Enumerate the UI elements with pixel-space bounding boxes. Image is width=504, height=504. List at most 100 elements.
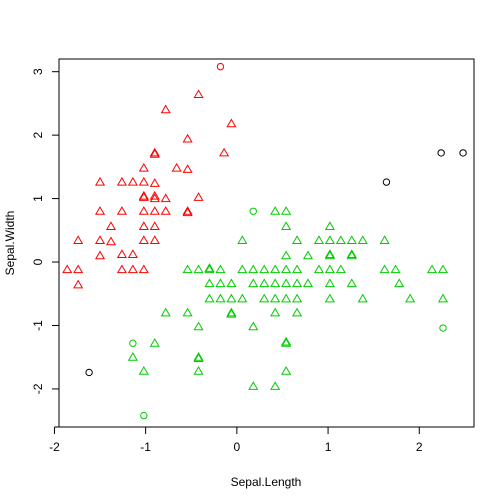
- data-point-triangle: [291, 264, 303, 274]
- data-point-triangle: [281, 221, 292, 231]
- data-point-triangle: [149, 193, 160, 203]
- data-point-triangle: [127, 249, 138, 258]
- data-point-triangle: [193, 353, 204, 362]
- data-point-triangle: [94, 235, 106, 244]
- data-point-triangle: [335, 264, 346, 274]
- data-point-triangle: [215, 278, 226, 288]
- data-point-triangle: [426, 264, 438, 274]
- data-point-triangle: [237, 235, 248, 244]
- data-point-triangle: [270, 264, 281, 274]
- data-point-triangle: [302, 278, 314, 288]
- data-point-triangle: [226, 308, 237, 318]
- data-point-triangle: [149, 235, 160, 244]
- data-point-triangle: [215, 264, 226, 274]
- data-point-circle: [439, 324, 447, 332]
- x-tick-label: 1: [325, 440, 332, 454]
- data-point-triangle: [324, 264, 335, 274]
- data-point-triangle: [324, 235, 335, 244]
- x-tick-label: 2: [416, 440, 423, 454]
- data-point-triangle: [281, 206, 292, 215]
- data-point-triangle: [138, 264, 149, 274]
- data-point-triangle: [116, 206, 128, 215]
- data-point-triangle: [335, 235, 346, 244]
- data-point-circle: [140, 411, 148, 420]
- data-point-triangle: [204, 293, 215, 303]
- data-point-triangle: [138, 190, 149, 200]
- data-point-triangle: [193, 365, 204, 375]
- data-point-triangle: [270, 293, 281, 303]
- plot-frame: [58, 58, 475, 428]
- data-point-triangle: [138, 221, 149, 231]
- data-point-triangle: [182, 206, 193, 215]
- data-point-triangle: [324, 278, 335, 288]
- y-tick-label: -1: [31, 320, 45, 331]
- data-point-triangle: [226, 278, 237, 288]
- data-point-triangle: [149, 206, 160, 215]
- data-point-triangle: [193, 89, 204, 99]
- data-point-triangle: [313, 264, 325, 274]
- data-point-triangle: [248, 264, 259, 274]
- data-point-triangle: [204, 263, 215, 272]
- data-point-triangle: [182, 307, 193, 317]
- data-point-triangle: [291, 278, 303, 288]
- data-point-circle: [129, 339, 137, 347]
- data-point-triangle: [160, 206, 171, 215]
- data-point-circle: [85, 368, 93, 377]
- data-point-triangle: [357, 293, 368, 303]
- data-point-triangle: [226, 307, 237, 317]
- data-point-triangle: [346, 235, 357, 244]
- data-point-triangle: [149, 221, 160, 231]
- y-axis: -2 -1 0 1 2 3: [31, 68, 60, 394]
- data-point-triangle: [127, 176, 138, 186]
- data-point-triangle: [94, 250, 106, 260]
- data-point-triangle: [149, 190, 160, 200]
- x-tick-label: -1: [140, 440, 151, 454]
- data-point-triangle: [105, 236, 117, 246]
- data-point-triangle: [193, 352, 204, 361]
- data-point-triangle: [116, 249, 128, 258]
- data-point-triangle: [94, 176, 106, 186]
- data-point-triangle: [237, 264, 248, 274]
- data-point-triangle: [379, 264, 390, 274]
- data-point-triangle: [160, 104, 171, 114]
- data-point-triangle: [346, 249, 357, 258]
- data-point-triangle: [138, 235, 149, 244]
- data-point-triangle: [281, 278, 292, 288]
- data-point-circle: [437, 149, 445, 157]
- data-point-triangle: [259, 264, 270, 274]
- data-point-triangle: [405, 293, 416, 303]
- data-point-circle: [459, 149, 467, 157]
- data-point-triangle: [281, 338, 292, 347]
- data-point-triangle: [160, 193, 171, 203]
- data-point-triangle: [259, 278, 270, 288]
- data-point-triangle: [149, 148, 160, 158]
- data-point-triangle: [270, 278, 281, 288]
- data-point-triangle: [73, 279, 84, 289]
- data-point-triangle: [346, 278, 357, 288]
- x-tick-label: 0: [234, 440, 241, 454]
- data-point-circle: [382, 178, 391, 186]
- data-point-triangle: [390, 264, 401, 274]
- x-tick-label: -2: [49, 440, 60, 454]
- y-tick-label: -2: [31, 383, 45, 394]
- data-point-triangle: [219, 147, 230, 157]
- data-point-triangle: [182, 164, 193, 173]
- data-point-triangle: [248, 381, 259, 390]
- data-point-triangle: [270, 206, 281, 215]
- data-point-triangle: [281, 264, 292, 274]
- data-point-circle: [216, 62, 225, 71]
- data-point-triangle: [291, 235, 303, 244]
- y-tick-label: 3: [31, 68, 45, 75]
- data-point-triangle: [291, 293, 303, 303]
- data-point-triangle: [379, 235, 390, 244]
- data-point-triangle: [215, 293, 226, 303]
- data-point-triangle: [138, 162, 149, 172]
- data-point-triangle: [105, 221, 117, 231]
- data-point-triangle: [324, 249, 335, 258]
- data-point-triangle: [138, 176, 149, 186]
- data-point-triangle: [394, 278, 405, 288]
- data-point-triangle: [259, 293, 270, 303]
- y-tick-label: 1: [31, 195, 45, 202]
- data-point-triangle: [357, 235, 368, 244]
